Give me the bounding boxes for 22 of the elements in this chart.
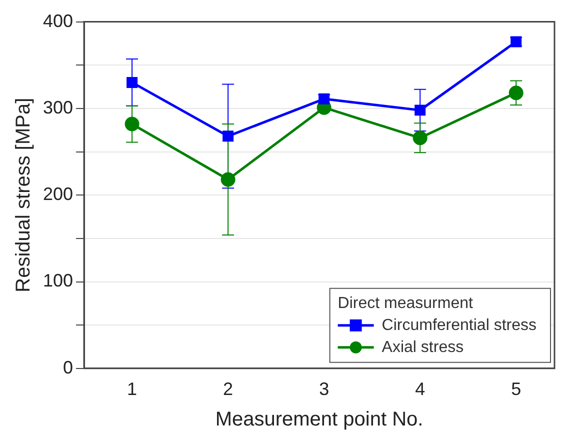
x-tick-label: 3 bbox=[319, 379, 330, 400]
legend-title: Direct measurment bbox=[338, 294, 474, 312]
point bbox=[414, 104, 426, 116]
y-tick-label: 0 bbox=[63, 357, 74, 378]
legend-label: Axial stress bbox=[382, 338, 464, 356]
point bbox=[126, 76, 138, 88]
x-tick-label: 1 bbox=[127, 379, 138, 400]
y-tick-label: 400 bbox=[42, 10, 74, 31]
point bbox=[508, 86, 524, 100]
point bbox=[412, 130, 428, 146]
x-axis-title: Measurement point No. bbox=[215, 408, 424, 431]
point bbox=[220, 172, 236, 187]
legend-label: Circumferential stress bbox=[382, 316, 536, 334]
x-tick-label: 5 bbox=[511, 379, 522, 400]
point bbox=[222, 130, 234, 142]
x-tick-label: 4 bbox=[415, 379, 426, 400]
x-tick-label: 2 bbox=[223, 379, 234, 400]
y-axis-title: Residual stress [MPa] bbox=[12, 98, 35, 292]
y-tick-label: 100 bbox=[42, 270, 74, 291]
point bbox=[124, 116, 140, 132]
y-tick-label: 200 bbox=[42, 184, 74, 204]
y-tick-label: 300 bbox=[42, 97, 74, 118]
